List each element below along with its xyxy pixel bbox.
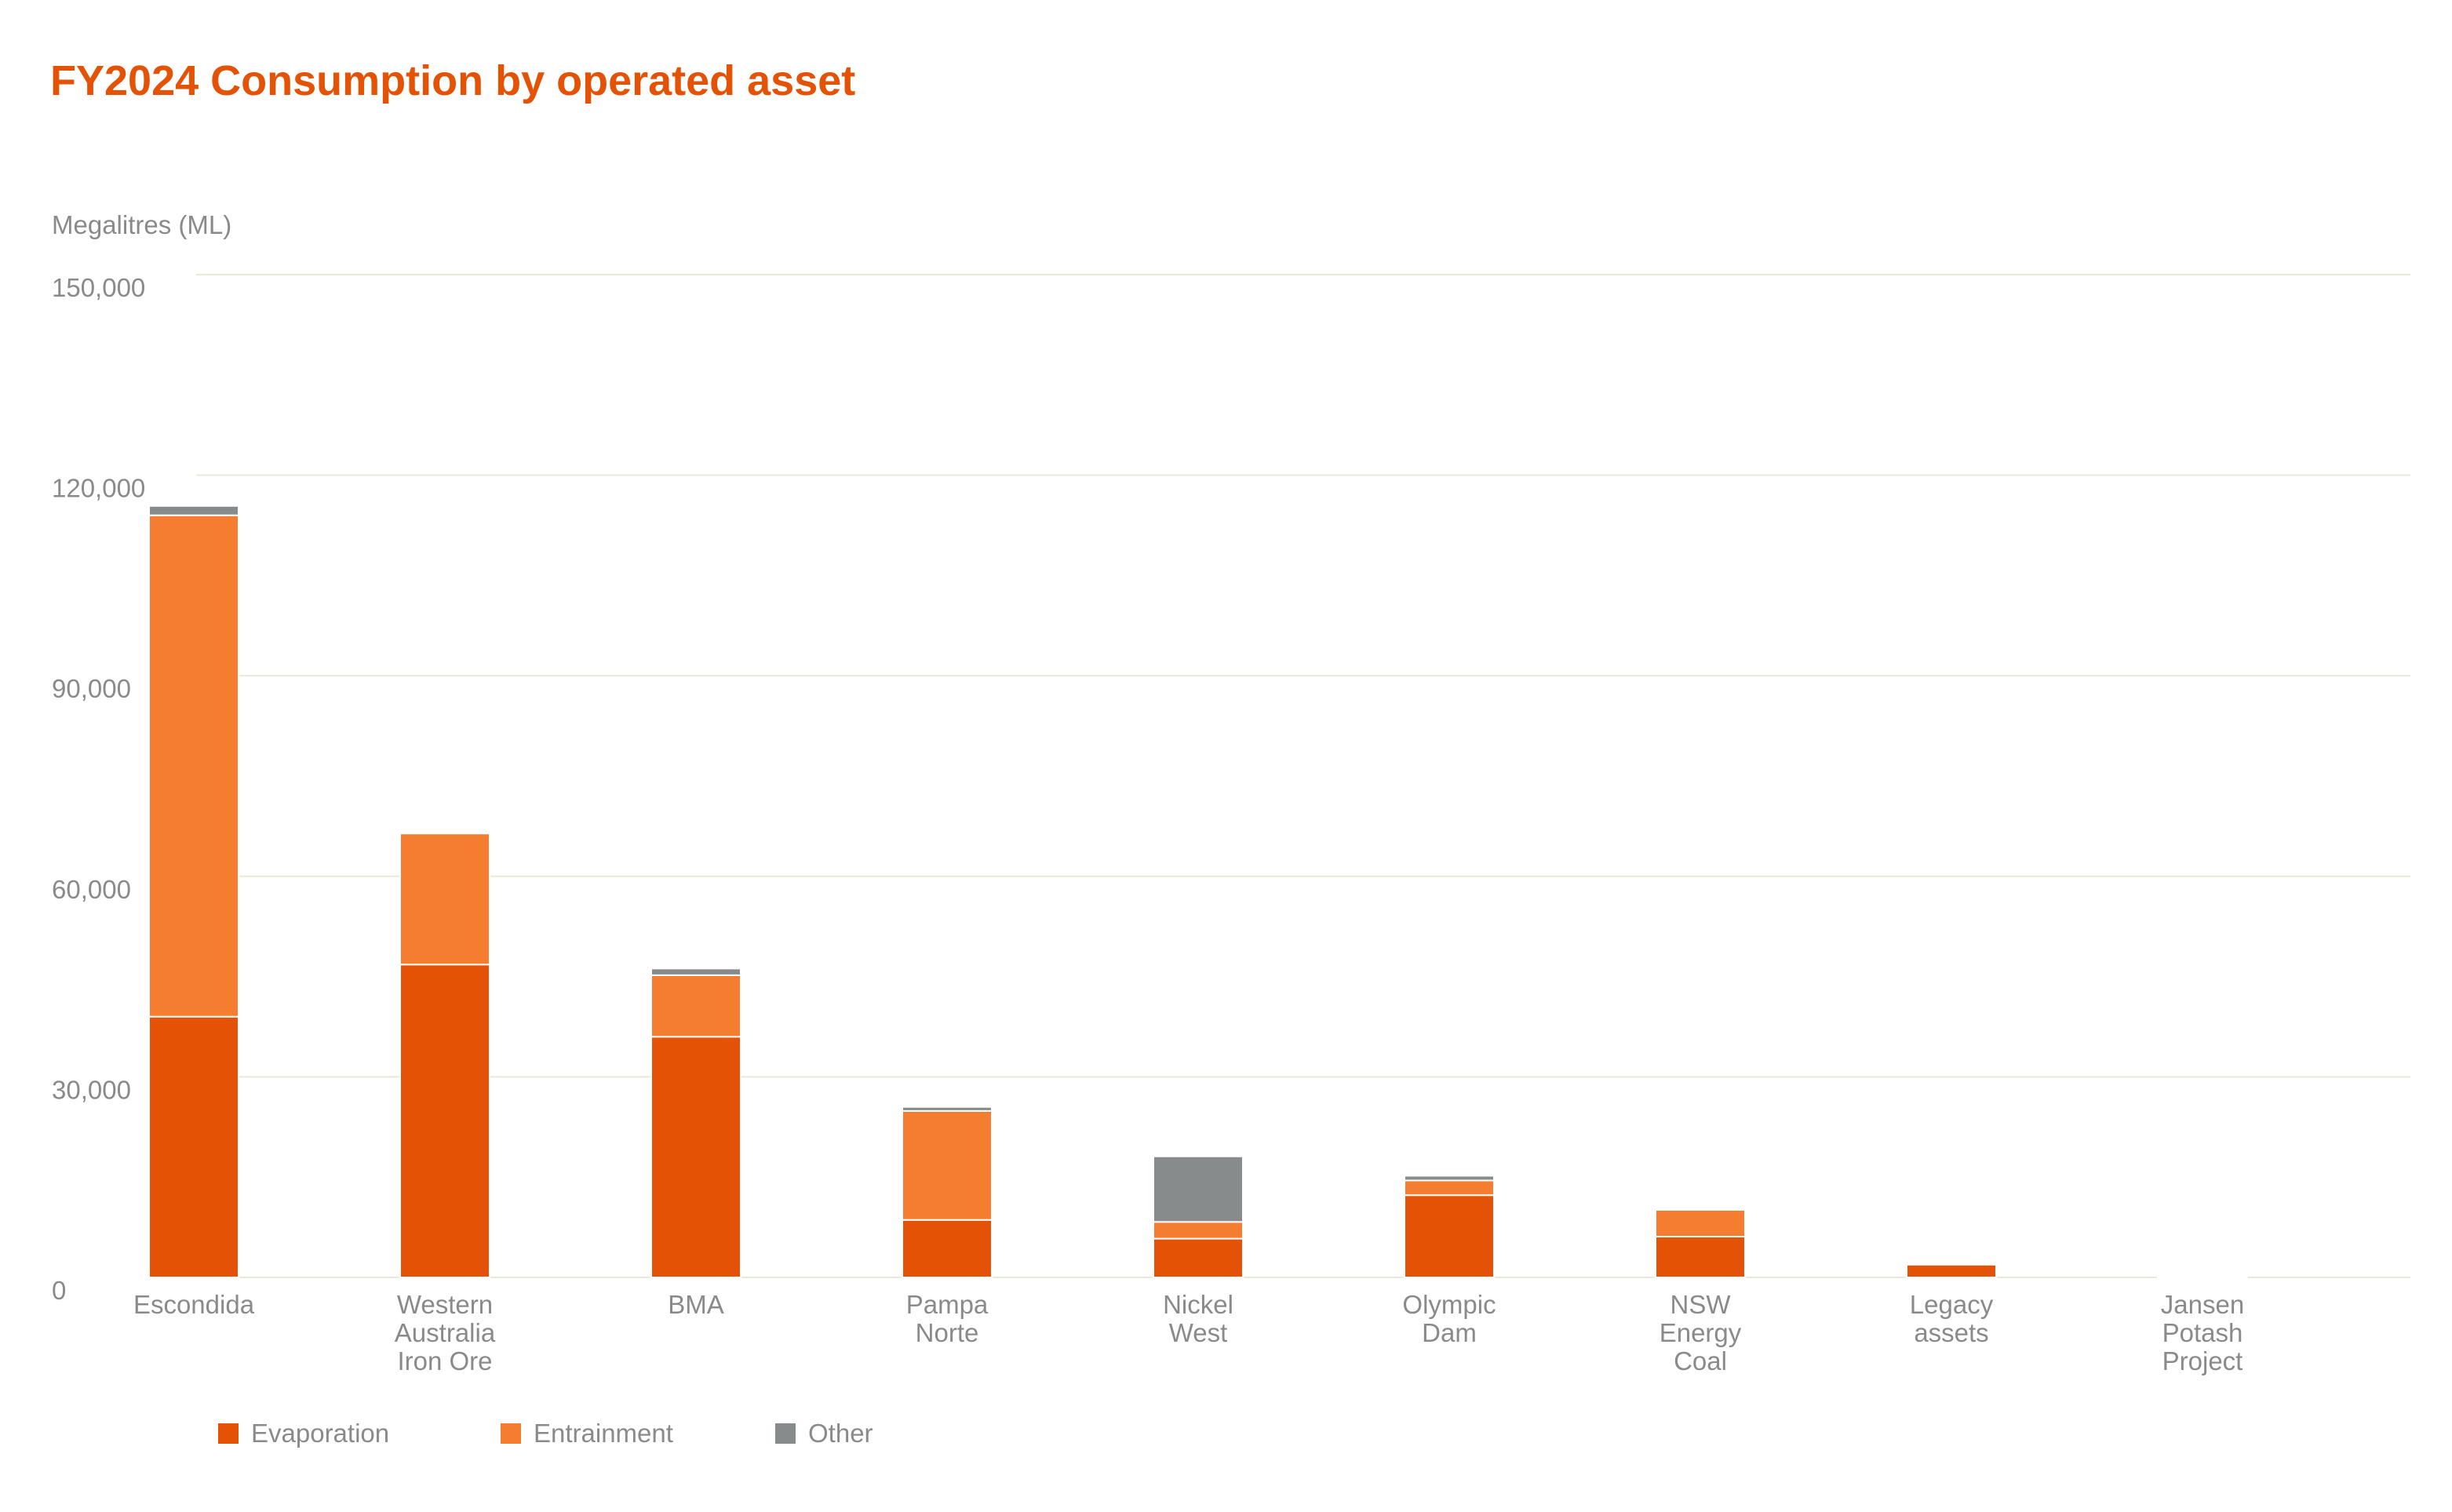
bar-segment-evaporation xyxy=(1655,1236,1746,1278)
x-tick-label: NSW Energy Coal xyxy=(1660,1290,1742,1375)
legend-label: Other xyxy=(808,1419,873,1448)
bar-segment-other xyxy=(1153,1155,1244,1223)
gridlines xyxy=(196,274,2410,1278)
x-tick-label-line: Coal xyxy=(1674,1346,1727,1375)
y-axis-ticks: 0 30,000 60,000 90,000 120,000 150,000 xyxy=(52,273,145,1305)
bar-segment-evaporation xyxy=(650,1036,741,1279)
x-tick-label-line: West xyxy=(1169,1318,1228,1347)
legend-item-entrainment: Entrainment xyxy=(501,1419,673,1448)
y-tick-label: 150,000 xyxy=(52,273,145,302)
bar-segment-other xyxy=(148,505,239,516)
bar-segment-entrainment xyxy=(1655,1208,1746,1238)
bar-segment-entrainment xyxy=(650,974,741,1038)
bar-segment-entrainment xyxy=(1153,1221,1244,1240)
bar-segment-evaporation xyxy=(902,1219,993,1279)
y-tick-label: 30,000 xyxy=(52,1075,131,1104)
bar-segment-evaporation xyxy=(399,964,490,1279)
category-labels: Escondida Western Australia Iron Ore BMA Pamp… xyxy=(133,1290,2244,1375)
x-tick-label: Jansen Potash Project xyxy=(2161,1290,2244,1375)
bar-segment-entrainment xyxy=(902,1109,993,1221)
legend-label: Evaporation xyxy=(251,1419,389,1448)
bar-segment-evaporation xyxy=(1404,1194,1495,1278)
y-tick-label: 0 xyxy=(52,1276,66,1305)
bar-segment-evaporation xyxy=(148,1015,239,1278)
legend-swatch xyxy=(501,1423,521,1444)
bars xyxy=(148,505,2248,1279)
x-tick-label-line: NSW xyxy=(1670,1290,1732,1319)
bar-segment-entrainment xyxy=(2157,1274,2248,1278)
x-tick-label-line: Western xyxy=(397,1290,493,1319)
x-tick-label-line: assets xyxy=(1914,1318,1988,1347)
legend-item-evaporation: Evaporation xyxy=(218,1419,389,1448)
x-tick-label: Pampa Norte xyxy=(906,1290,989,1347)
y-tick-label: 120,000 xyxy=(52,474,145,503)
bar-segment-other xyxy=(1404,1175,1495,1182)
x-tick-label: Escondida xyxy=(133,1290,255,1319)
x-tick-label-line: Jansen xyxy=(2161,1290,2244,1319)
x-tick-label-line: Australia xyxy=(395,1318,496,1347)
x-tick-label-line: Energy xyxy=(1660,1318,1742,1347)
x-tick-label-line: Norte xyxy=(916,1318,979,1347)
x-tick-label-line: Pampa xyxy=(906,1290,989,1319)
x-tick-label-line: Project xyxy=(2162,1346,2243,1375)
bar-segment-evaporation xyxy=(1906,1263,1997,1279)
x-tick-label-line: Legacy xyxy=(1910,1290,1994,1319)
bar-segment-evaporation xyxy=(1153,1237,1244,1278)
x-tick-label-line: Dam xyxy=(1422,1318,1477,1347)
legend-swatch xyxy=(218,1423,239,1444)
legend-swatch xyxy=(775,1423,796,1444)
x-tick-label-line: Iron Ore xyxy=(397,1346,492,1375)
x-tick-label-line: BMA xyxy=(668,1290,724,1319)
y-tick-label: 90,000 xyxy=(52,674,131,703)
x-tick-label: Olympic Dam xyxy=(1402,1290,1496,1347)
x-tick-label-line: Nickel xyxy=(1163,1290,1233,1319)
x-tick-label: Nickel West xyxy=(1163,1290,1233,1347)
y-tick-label: 60,000 xyxy=(52,875,131,904)
legend-item-other: Other xyxy=(775,1419,873,1448)
x-tick-label-line: Potash xyxy=(2162,1318,2243,1347)
legend-label: Entrainment xyxy=(534,1419,673,1448)
y-axis-title: Megalitres (ML) xyxy=(52,210,231,239)
bar-segment-entrainment xyxy=(399,833,490,966)
x-tick-label: Legacy assets xyxy=(1910,1290,1994,1347)
x-tick-label: Western Australia Iron Ore xyxy=(395,1290,496,1375)
bar-segment-entrainment xyxy=(1404,1179,1495,1197)
x-tick-label: BMA xyxy=(668,1290,724,1319)
legend: Evaporation Entrainment Other xyxy=(218,1419,873,1448)
bar-segment-other xyxy=(902,1106,993,1112)
bar-segment-other xyxy=(650,967,741,976)
x-tick-label-line: Escondida xyxy=(133,1290,255,1319)
x-tick-label-line: Olympic xyxy=(1402,1290,1496,1319)
chart-title: FY2024 Consumption by operated asset xyxy=(50,57,856,104)
bar-segment-entrainment xyxy=(148,514,239,1018)
